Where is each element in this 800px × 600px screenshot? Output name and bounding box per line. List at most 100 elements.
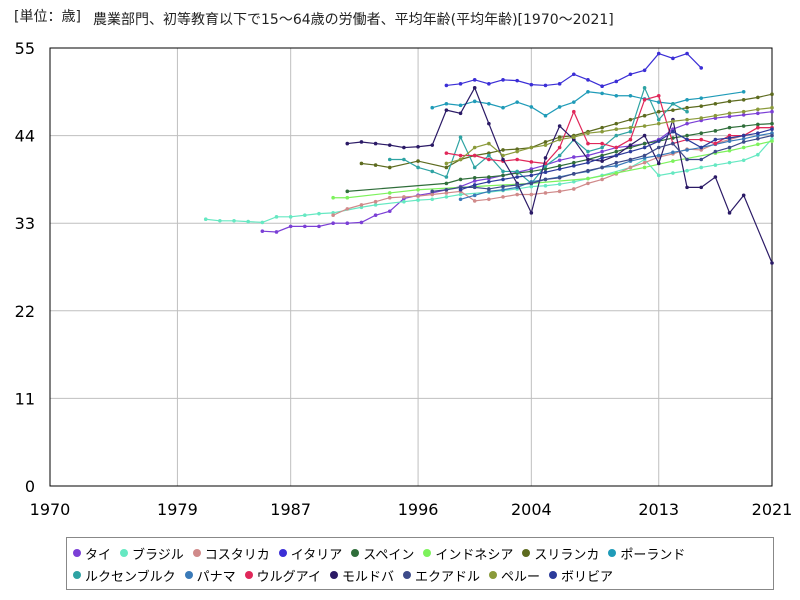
legend-label: モルドバ	[342, 569, 395, 585]
data-point	[430, 169, 435, 174]
data-point	[572, 187, 576, 191]
data-point	[458, 135, 463, 139]
data-point	[416, 144, 420, 149]
data-point	[416, 198, 420, 202]
legend-label: ボリビア	[561, 569, 614, 585]
data-point	[770, 109, 774, 114]
data-point	[600, 165, 604, 170]
data-point	[487, 121, 491, 126]
series-line	[446, 107, 773, 165]
data-point	[246, 219, 250, 224]
data-point	[741, 145, 746, 150]
data-point	[444, 165, 449, 170]
legend-label: ウルグアイ	[256, 569, 321, 585]
data-point	[572, 135, 576, 139]
data-point	[444, 108, 449, 112]
data-point	[642, 133, 647, 138]
data-point	[727, 125, 732, 130]
data-point	[557, 124, 562, 128]
data-point	[331, 195, 335, 200]
data-point	[572, 100, 576, 104]
data-point	[741, 124, 746, 128]
data-point	[713, 141, 718, 146]
data-point	[628, 72, 633, 77]
data-point	[614, 79, 619, 84]
data-point	[444, 195, 449, 199]
data-point	[628, 129, 633, 134]
data-point	[572, 164, 576, 168]
y-tick-label: 0	[25, 477, 35, 496]
data-point	[373, 163, 378, 167]
legend-swatch	[120, 549, 129, 557]
x-tick-label: 2013	[638, 500, 679, 519]
data-point	[387, 157, 392, 162]
data-point	[444, 161, 449, 166]
data-point	[430, 197, 435, 202]
data-point	[487, 157, 491, 162]
data-point	[586, 90, 590, 94]
legend: タイ ブラジル コスタリカ イタリア スペイン インドネシア スリランカ ポーランド ルクセンブ…	[66, 537, 774, 590]
data-point	[387, 165, 392, 170]
data-point	[628, 125, 633, 130]
data-point	[515, 149, 519, 154]
data-point	[458, 103, 463, 108]
data-point	[770, 261, 774, 265]
legend-swatch	[73, 549, 81, 557]
data-point	[671, 119, 675, 124]
data-point	[614, 133, 619, 138]
data-point	[501, 187, 505, 192]
data-point	[543, 113, 548, 118]
data-point	[345, 189, 350, 194]
data-point	[501, 184, 505, 189]
data-point	[727, 160, 732, 165]
legend-label: スペイン	[363, 547, 415, 563]
legend-swatch	[244, 571, 253, 579]
data-point	[756, 122, 760, 127]
y-tick-label: 44	[15, 127, 35, 146]
data-point	[586, 176, 590, 181]
y-tick-label: 22	[15, 302, 35, 321]
legend-item: インドネシア	[423, 544, 513, 563]
data-point	[685, 185, 689, 190]
data-point	[373, 203, 378, 207]
data-point	[642, 165, 647, 170]
data-point	[515, 175, 519, 179]
data-point	[515, 169, 519, 174]
data-point	[586, 141, 590, 146]
data-point	[741, 140, 746, 144]
data-point	[656, 145, 661, 150]
legend-label: タイ	[85, 547, 112, 563]
data-point	[713, 175, 718, 179]
data-point	[741, 97, 746, 102]
data-point	[529, 82, 534, 87]
data-point	[557, 137, 562, 142]
data-point	[543, 191, 548, 195]
x-tick-label: 1979	[157, 500, 198, 519]
data-point	[402, 195, 406, 199]
data-point	[260, 220, 265, 225]
x-tick-label: 1970	[30, 500, 71, 519]
data-point	[770, 139, 774, 143]
legend-label: ポーランド	[620, 547, 686, 563]
data-point	[614, 171, 619, 175]
plot-area	[49, 47, 773, 487]
data-point	[458, 111, 463, 116]
data-point	[557, 153, 562, 158]
data-point	[713, 163, 718, 167]
data-point	[600, 149, 604, 154]
data-point	[642, 86, 647, 90]
data-point	[642, 145, 647, 150]
data-point	[756, 142, 760, 147]
data-point	[472, 199, 477, 203]
data-point	[359, 220, 364, 225]
legend-label: ブラジル	[132, 547, 184, 563]
data-point	[600, 129, 604, 134]
data-point	[444, 187, 449, 192]
data-point	[274, 230, 279, 234]
data-point	[628, 149, 633, 154]
data-point	[501, 148, 505, 152]
data-point	[713, 113, 718, 118]
data-point	[303, 213, 307, 218]
data-point	[345, 141, 350, 146]
